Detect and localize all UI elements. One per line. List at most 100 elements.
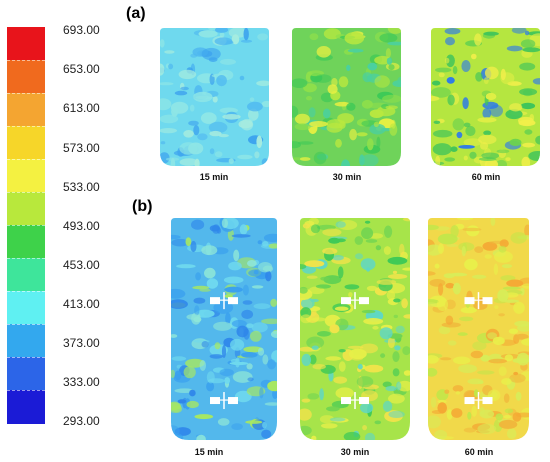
field-patch	[452, 66, 458, 75]
field-patch	[498, 245, 507, 253]
field-patch	[319, 388, 324, 401]
legend-band	[7, 225, 45, 259]
field-patch	[366, 285, 378, 291]
field-patch	[475, 72, 483, 82]
field-patch	[268, 243, 277, 249]
field-patch	[294, 113, 310, 125]
map-a-30min	[292, 28, 401, 166]
field-patch	[356, 132, 368, 137]
field-patch	[171, 402, 181, 411]
field-patch	[193, 125, 200, 136]
field-patch	[257, 240, 263, 245]
field-patch	[434, 263, 440, 269]
field-patch	[431, 87, 451, 98]
field-patch	[332, 255, 344, 261]
field-patch	[302, 223, 311, 229]
field-patch	[459, 316, 474, 322]
field-patch	[470, 350, 483, 359]
field-patch	[228, 261, 242, 271]
field-patch	[485, 92, 497, 101]
field-patch	[354, 236, 363, 245]
field-patch	[217, 418, 230, 426]
field-patch	[329, 417, 346, 422]
field-patch	[469, 151, 477, 159]
field-patch	[438, 243, 444, 254]
field-patch	[394, 345, 401, 351]
field-patch	[198, 30, 218, 38]
field-patch	[438, 72, 445, 78]
field-patch	[500, 275, 516, 281]
field-patch	[231, 319, 247, 328]
field-patch	[190, 53, 198, 58]
field-patch	[515, 333, 529, 340]
field-patch	[372, 325, 379, 330]
field-patch	[431, 95, 440, 102]
panel-a-label: (a)	[126, 5, 146, 22]
field-patch	[395, 325, 405, 334]
field-patch	[450, 146, 458, 152]
field-patch	[510, 232, 527, 244]
field-patch	[303, 83, 317, 93]
field-patch	[335, 138, 342, 148]
field-patch	[328, 237, 341, 244]
field-patch	[171, 234, 181, 240]
field-patch	[493, 263, 499, 276]
field-patch	[327, 84, 338, 94]
field-patch	[388, 64, 395, 71]
field-patch	[497, 289, 509, 302]
field-patch	[453, 356, 471, 365]
field-patch	[196, 434, 206, 440]
field-patch	[222, 114, 241, 120]
field-patch	[214, 37, 233, 46]
field-patch	[194, 414, 214, 420]
field-patch	[262, 421, 267, 429]
field-patch	[309, 121, 328, 127]
legend-tick-413: 413.00	[63, 297, 100, 311]
field-patch	[335, 387, 354, 399]
field-patch	[199, 360, 206, 371]
field-patch	[300, 264, 307, 270]
field-patch	[498, 366, 507, 376]
field-patch	[444, 57, 450, 64]
field-patch	[231, 423, 243, 430]
field-patch	[272, 389, 277, 399]
field-patch	[436, 298, 449, 311]
field-patch	[317, 331, 331, 337]
field-patch	[462, 97, 469, 110]
field-patch	[306, 336, 325, 349]
field-patch	[437, 399, 447, 404]
caption-a-60min: 60 min	[471, 172, 501, 182]
field-patch	[492, 336, 505, 346]
field-patch	[171, 334, 178, 338]
field-patch	[253, 303, 271, 310]
field-patch	[445, 315, 454, 325]
field-patch	[445, 282, 455, 289]
field-patch	[457, 332, 468, 336]
field-patch	[484, 254, 492, 259]
field-patch	[428, 367, 438, 377]
field-patch	[171, 238, 189, 247]
field-patch	[347, 345, 364, 349]
legend-band	[7, 258, 45, 292]
legend-band	[7, 390, 45, 424]
field-patch	[189, 389, 196, 397]
field-patch	[375, 245, 382, 251]
field-patch	[214, 151, 223, 158]
field-patch	[257, 347, 265, 356]
legend-divider	[7, 324, 45, 325]
field-patch	[518, 116, 534, 125]
field-patch	[463, 122, 471, 128]
field-patch	[508, 328, 519, 334]
legend-band	[7, 291, 45, 325]
field-patch	[240, 39, 253, 43]
field-patch	[326, 122, 343, 133]
field-patch	[524, 30, 530, 36]
field-patch	[369, 109, 384, 118]
field-patch	[322, 247, 338, 255]
field-patch	[515, 391, 522, 401]
field-patch	[504, 408, 514, 414]
field-patch	[304, 260, 325, 268]
legend-tick-533: 533.00	[63, 180, 100, 194]
field-patch	[452, 282, 461, 295]
temperature-field	[428, 218, 529, 440]
